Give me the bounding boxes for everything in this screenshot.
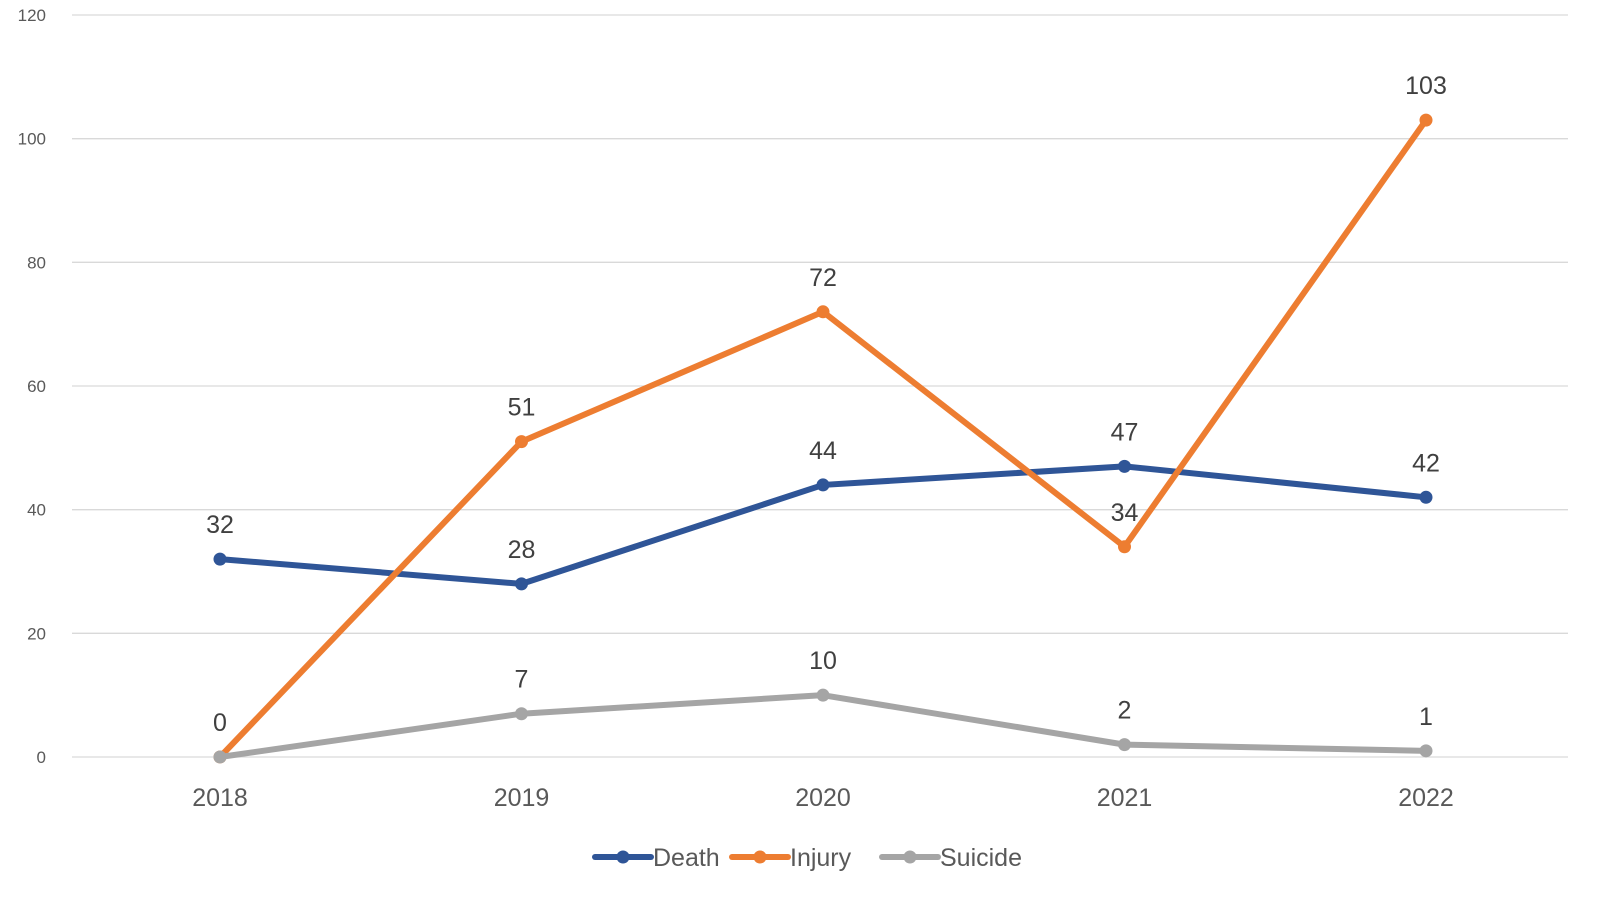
legend-marker-injury [753,850,767,864]
suicide-line [217,692,1429,760]
suicide-data-label-2021: 2 [1118,697,1132,725]
injury-data-label-2021: 34 [1111,499,1139,527]
x-tick-label-2018: 2018 [192,784,248,812]
suicide-point-2022 [1419,744,1433,758]
suicide-data-label-2022: 1 [1419,703,1433,731]
death-point-2019 [515,577,528,591]
death-data-label-2020: 44 [809,437,837,465]
injury-data-label-2018: 0 [213,709,227,737]
data-labels: 32 28 44 47 42 0 51 72 34 103 7 10 2 1 [206,72,1447,737]
suicide-point-2020 [816,688,830,702]
legend-item-injury: Injury [729,844,852,872]
x-tick-label-2022: 2022 [1398,784,1454,812]
y-tick-label-100: 100 [18,130,46,149]
injury-data-label-2019: 51 [508,394,536,422]
series-death [213,459,1433,591]
injury-data-label-2022: 103 [1405,72,1447,100]
x-axis-ticks: 2018 2019 2020 2021 2022 [192,784,1454,812]
gridlines [72,14,1568,758]
death-data-label-2022: 42 [1412,449,1440,477]
death-data-label-2018: 32 [206,511,234,539]
legend-label-suicide: Suicide [940,844,1022,872]
x-tick-label-2021: 2021 [1097,784,1153,812]
x-tick-label-2020: 2020 [795,784,851,812]
suicide-point-2019 [515,707,528,721]
y-tick-label-80: 80 [27,253,46,272]
legend-item-suicide: Suicide [879,844,1022,872]
y-tick-label-20: 20 [27,624,46,643]
y-tick-label-40: 40 [27,501,46,520]
suicide-point-2021 [1118,738,1131,752]
series-lines [213,113,1433,764]
injury-point-2020 [816,305,830,319]
death-point-2022 [1419,490,1433,504]
suicide-point-2018 [213,750,227,764]
suicide-data-label-2019: 7 [515,666,529,694]
legend-marker-death [616,850,630,864]
y-tick-label-120: 120 [18,6,46,25]
y-tick-label-60: 60 [27,377,46,396]
death-data-label-2019: 28 [508,536,536,564]
injury-point-2022 [1419,113,1433,127]
injury-point-2019 [515,435,528,449]
death-point-2020 [816,478,830,492]
death-point-2018 [213,552,227,566]
injury-point-2021 [1118,540,1131,554]
legend-label-injury: Injury [790,844,852,872]
x-tick-label-2019: 2019 [494,784,550,812]
suicide-data-label-2020: 10 [809,647,837,675]
series-suicide [213,688,1433,764]
legend-item-death: Death [592,844,720,872]
injury-data-label-2020: 72 [809,264,837,292]
death-point-2021 [1118,459,1131,473]
legend: Death Injury Suicide [592,844,1022,872]
y-tick-label-0: 0 [37,748,46,767]
legend-label-death: Death [653,844,720,872]
death-data-label-2021: 47 [1111,418,1139,446]
legend-marker-suicide [903,850,917,864]
y-axis-ticks: 0 20 40 60 80 100 120 [18,6,46,767]
